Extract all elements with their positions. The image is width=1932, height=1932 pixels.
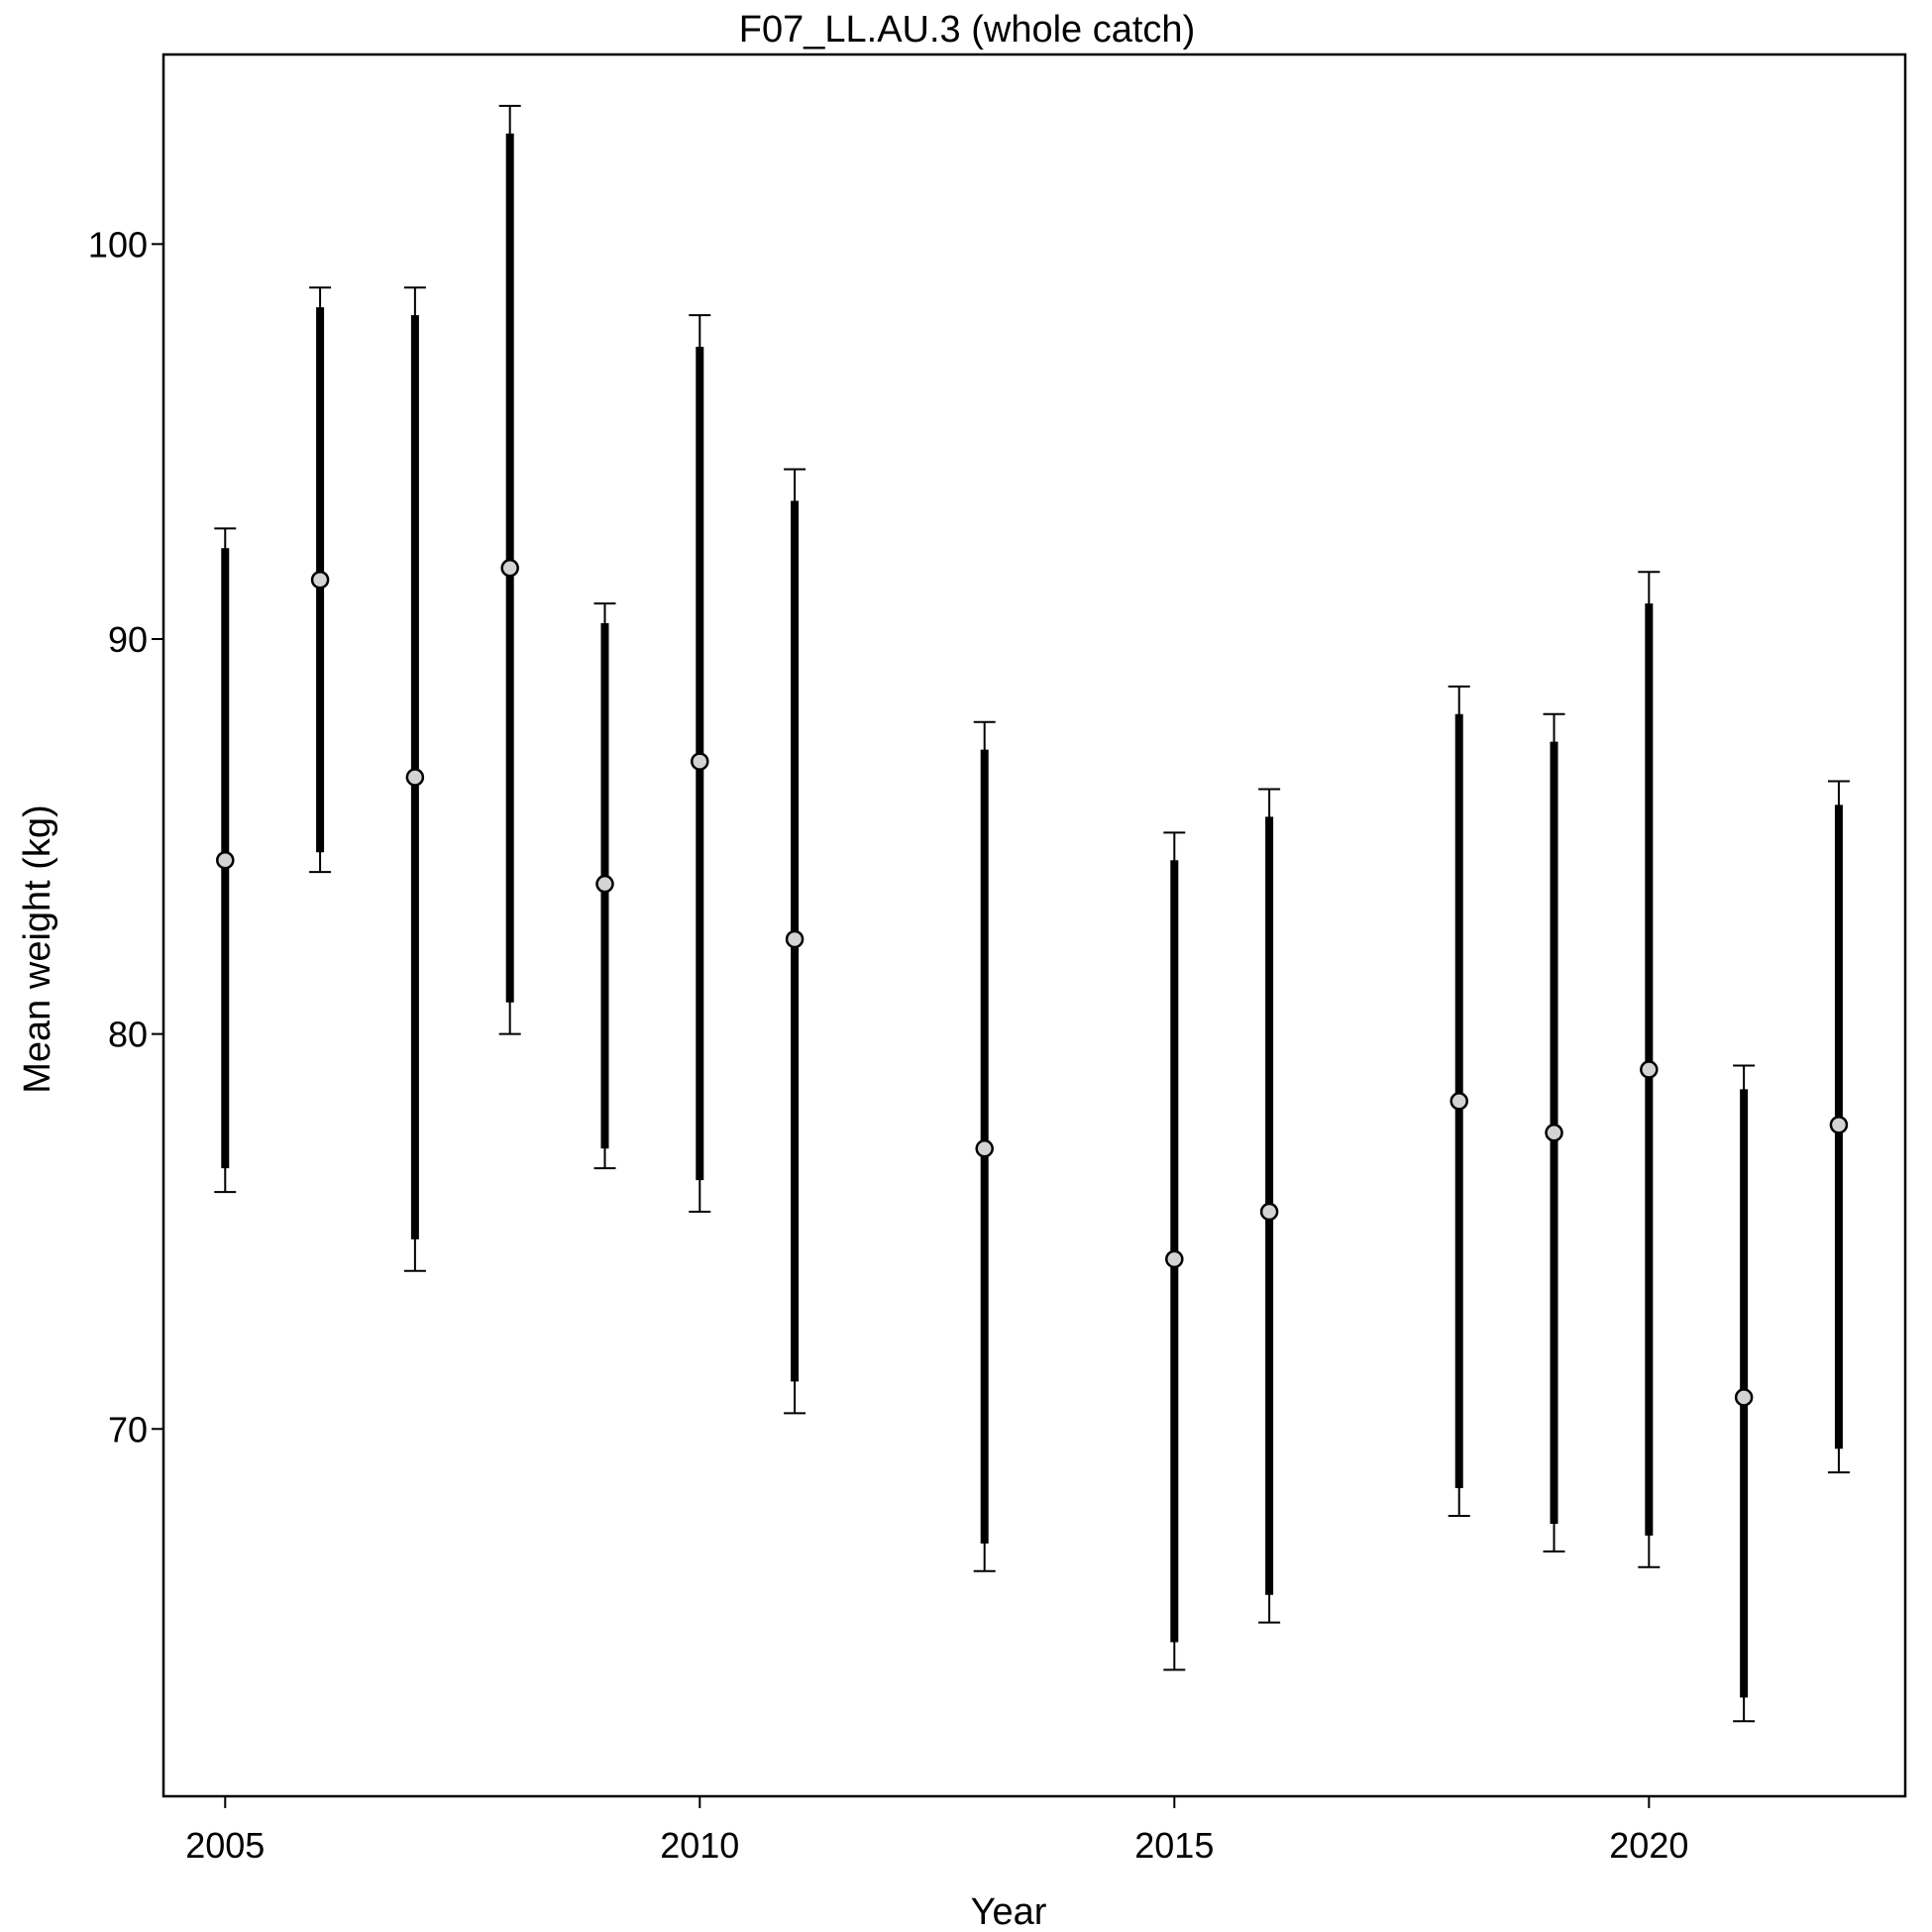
- x-tick-label: 2020: [1609, 1825, 1688, 1866]
- error-bars: [214, 104, 1850, 1723]
- mean-point: [405, 768, 425, 787]
- mean-point: [1259, 1202, 1279, 1222]
- mean-point: [975, 1138, 994, 1158]
- y-tick-label: 90: [108, 619, 148, 660]
- mean-point: [785, 929, 805, 949]
- x-tick-label: 2005: [185, 1825, 265, 1866]
- x-tick-label: 2015: [1134, 1825, 1214, 1866]
- mean-point: [595, 874, 614, 894]
- mean-point: [1449, 1092, 1468, 1111]
- plot-area-frame: [161, 53, 1907, 1798]
- mean-point: [216, 850, 235, 870]
- mean-point: [500, 558, 519, 578]
- y-axis-label: Mean weight (kg): [17, 805, 58, 1093]
- mean-point: [1734, 1388, 1754, 1407]
- chart-title: F07_LL.AU.3 (whole catch): [739, 9, 1195, 51]
- mean-point: [1165, 1249, 1184, 1269]
- mean-point: [1545, 1124, 1563, 1142]
- mean-point: [310, 570, 330, 590]
- mean-points: [216, 558, 1849, 1407]
- mean-point: [1640, 1060, 1659, 1079]
- y-axis: 70 80 90 100: [88, 224, 163, 1449]
- x-axis: 2005 2010 2015 2020: [185, 1796, 1688, 1866]
- x-axis-label: Year: [971, 1891, 1047, 1932]
- y-tick-label: 100: [88, 224, 148, 265]
- y-tick-label: 80: [108, 1015, 148, 1055]
- mean-point: [1829, 1116, 1849, 1134]
- mean-point: [691, 752, 709, 771]
- y-tick-label: 70: [108, 1409, 148, 1449]
- x-tick-label: 2010: [660, 1825, 739, 1866]
